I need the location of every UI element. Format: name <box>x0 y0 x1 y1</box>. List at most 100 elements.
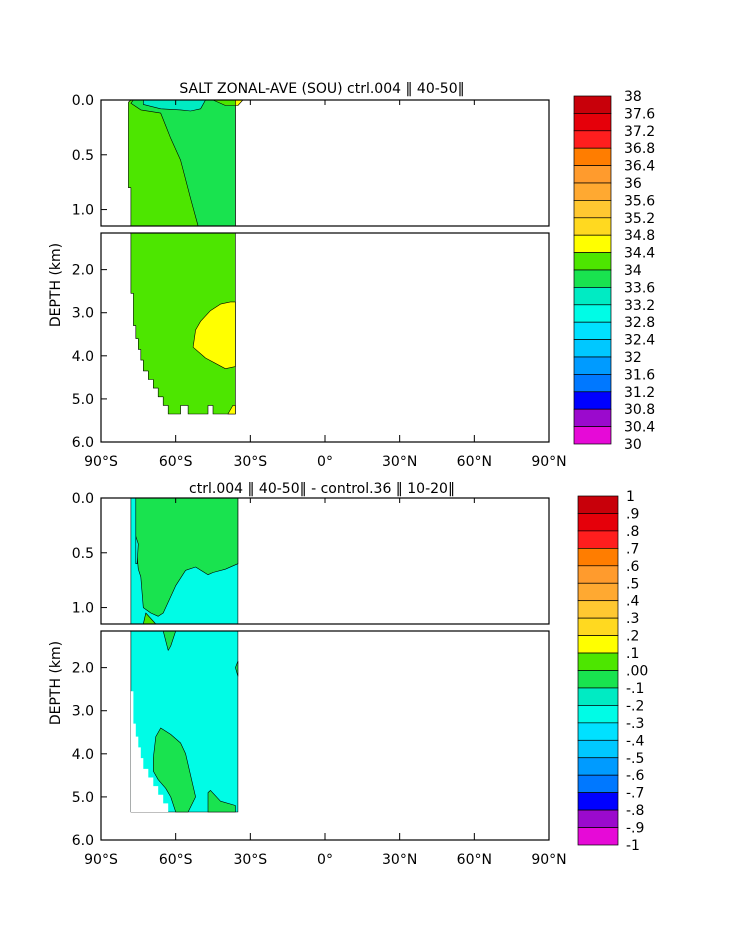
colorbar-label: 38 <box>624 89 642 105</box>
colorbar-label: 32.4 <box>624 333 655 349</box>
colorbar-label: 37.2 <box>624 124 655 140</box>
contour-region-upper-3 <box>143 99 206 112</box>
y-tick-label: 4.0 <box>72 747 94 763</box>
colorbar-swatch <box>573 200 612 219</box>
contour-region-lower-7 <box>227 405 236 415</box>
colorbar-swatch <box>573 165 612 184</box>
contour-region-lower-9 <box>235 660 239 677</box>
colorbar-swatch <box>577 774 619 794</box>
chart-1: SALT ZONAL-AVE (SOU) ctrl.004 ‖ 40-50‖ DE… <box>48 81 655 470</box>
colorbar-swatch <box>573 217 612 236</box>
x-tick-label: 30°N <box>382 852 417 868</box>
y-tick-label: 3.0 <box>72 306 94 322</box>
x-tick-label: 60°N <box>457 852 492 868</box>
colorbar-label: -.8 <box>626 803 644 819</box>
colorbar-swatch <box>577 670 619 689</box>
colorbar-label: 36.4 <box>624 159 655 175</box>
y-tick-label: 0.0 <box>72 491 94 507</box>
colorbar-label: -.2 <box>626 698 644 714</box>
colorbar-label: 1 <box>626 489 635 505</box>
contour-region-lower-6 <box>192 301 236 370</box>
colorbar-label: -1 <box>626 838 640 854</box>
colorbar-label: 30.4 <box>624 420 655 436</box>
colorbar-label: 33.6 <box>624 280 655 296</box>
x-tick-label: 30°S <box>233 454 267 470</box>
colorbar-label: .1 <box>626 646 639 662</box>
y-tick-label: 0.0 <box>72 93 94 109</box>
colorbar-swatch <box>573 269 612 288</box>
colorbar-swatch <box>573 95 612 114</box>
y-tick-label: 0.5 <box>72 546 94 562</box>
y-tick-label: 0.5 <box>72 148 94 164</box>
x-tick-label: 30°N <box>382 454 417 470</box>
chart-2: ctrl.004 ‖ 40-50‖ - control.36 ‖ 10-20‖ D… <box>48 481 648 868</box>
colorbar-label: .9 <box>626 506 639 522</box>
y-tick-label: 6.0 <box>72 435 94 451</box>
colorbar-swatch <box>577 809 619 828</box>
colorbar-label: .3 <box>626 611 639 627</box>
colorbar-swatch <box>577 739 619 759</box>
colorbar-label: 30 <box>624 437 642 453</box>
colorbar-swatch <box>577 617 619 636</box>
colorbar-swatch <box>577 757 619 776</box>
colorbar-swatch <box>577 652 619 671</box>
x-tick-label: 60°S <box>159 454 193 470</box>
colorbar-swatch <box>577 582 619 602</box>
y-axis-label: DEPTH (km) <box>48 243 64 327</box>
colorbar-label: -.1 <box>626 681 644 697</box>
colorbar-swatch <box>573 234 612 253</box>
x-tick-label: 0° <box>317 454 333 470</box>
contour-region-lower-7 <box>153 727 196 813</box>
colorbar-swatch <box>573 426 612 445</box>
colorbar-label: 31.2 <box>624 385 655 401</box>
colorbar-label: 35.2 <box>624 211 655 227</box>
colorbar-label: -.9 <box>626 821 644 837</box>
chart-title: ctrl.004 ‖ 40-50‖ - control.36 ‖ 10-20‖ <box>189 481 455 497</box>
colorbar-label: 36 <box>624 176 642 192</box>
colorbar-label: 36.8 <box>624 141 655 157</box>
colorbar-swatch <box>577 600 619 619</box>
colorbar-swatch <box>573 130 612 149</box>
y-tick-label: 4.0 <box>72 349 94 365</box>
colorbar-swatch <box>573 408 612 427</box>
y-tick-label: 5.0 <box>72 790 94 806</box>
colorbar-swatch <box>577 530 619 549</box>
colorbar-label: -.6 <box>626 768 645 784</box>
colorbar-swatch <box>577 547 619 567</box>
chart-title: SALT ZONAL-AVE (SOU) ctrl.004 ‖ 40-50‖ <box>179 81 464 97</box>
colorbar-label: 32.8 <box>624 315 655 331</box>
colorbar-label: -.5 <box>626 751 644 767</box>
colorbar-swatch <box>573 113 612 132</box>
colorbar-swatch <box>577 635 619 654</box>
contour-region-lower-6 <box>130 691 169 812</box>
colorbar-label: 32 <box>624 350 642 366</box>
x-tick-label: 60°S <box>159 852 193 868</box>
colorbar-swatch <box>573 182 612 201</box>
colorbar-label: .7 <box>626 541 639 557</box>
contour-region-upper-2 <box>135 497 239 617</box>
colorbar-label: 34.8 <box>624 228 655 244</box>
colorbar-swatch <box>577 687 619 706</box>
colorbar-label: .4 <box>626 594 639 610</box>
colorbar-swatch <box>577 495 619 514</box>
colorbar-label: 31.6 <box>624 367 655 383</box>
contour-region-upper-4 <box>235 99 244 106</box>
colorbar-label: -.4 <box>626 733 645 749</box>
y-axis-label: DEPTH (km) <box>48 641 64 725</box>
colorbar-swatch <box>573 391 612 410</box>
colorbar-label: .00 <box>626 664 648 680</box>
colorbar-swatch <box>573 356 612 375</box>
colorbar-label: .8 <box>626 524 639 540</box>
colorbar-swatch <box>573 252 612 271</box>
colorbar-swatch <box>577 705 619 724</box>
colorbar-swatch <box>577 722 619 741</box>
colorbar-swatch <box>573 304 612 323</box>
y-tick-label: 5.0 <box>72 392 94 408</box>
colorbar-swatch <box>573 339 612 358</box>
colorbar-label: .6 <box>626 559 639 575</box>
colorbar-swatch <box>573 287 612 306</box>
contour-region-lower-8 <box>207 790 236 813</box>
y-tick-label: 2.0 <box>72 661 94 677</box>
x-tick-label: 90°N <box>531 852 566 868</box>
